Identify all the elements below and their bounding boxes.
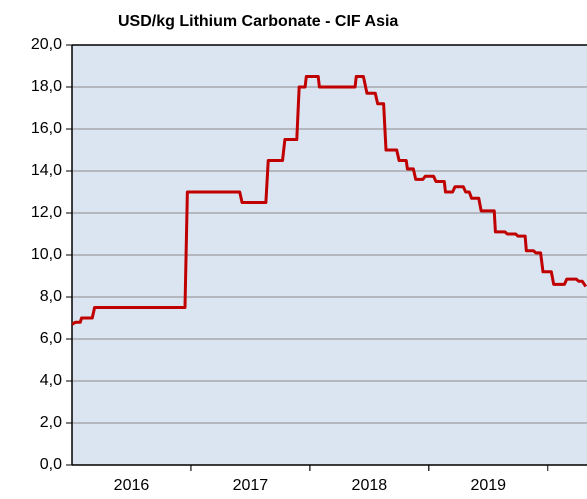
x-tick-label: 2018: [352, 477, 388, 494]
y-tick-label: 18,0: [31, 78, 62, 95]
y-tick-label: 10,0: [31, 246, 62, 263]
line-series: [71, 75, 587, 326]
y-tick-label: 12,0: [31, 204, 62, 221]
x-tick-label: 2017: [233, 477, 269, 494]
y-tick-label: 4,0: [40, 372, 62, 389]
chart-title: USD/kg Lithium Carbonate - CIF Asia: [118, 13, 398, 30]
x-tick-label: 2016: [114, 477, 150, 494]
y-tick-label: 0,0: [40, 456, 62, 473]
y-tick-label: 6,0: [40, 330, 62, 347]
y-tick-label: 20,0: [31, 36, 62, 53]
y-tick-label: 2,0: [40, 414, 62, 431]
y-tick-label: 16,0: [31, 120, 62, 137]
x-tick-label: 2019: [470, 477, 506, 494]
y-tick-label: 8,0: [40, 288, 62, 305]
y-tick-label: 14,0: [31, 162, 62, 179]
